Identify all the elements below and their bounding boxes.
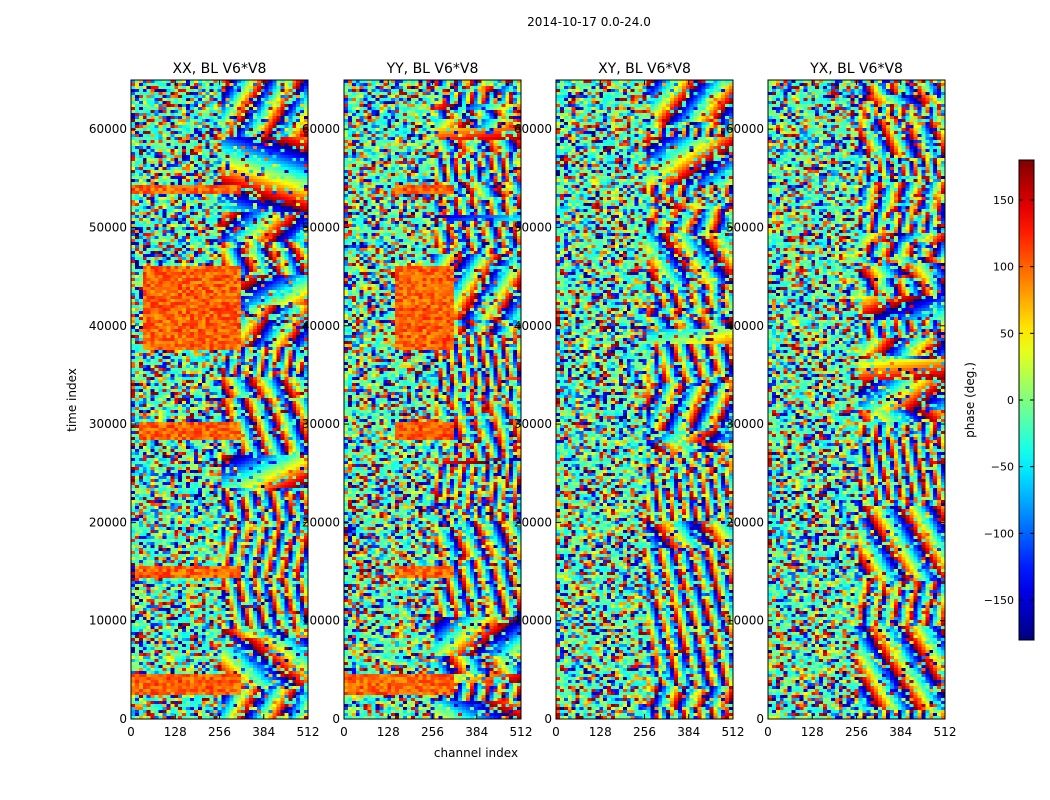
y-tick-label: 20000 (726, 515, 764, 529)
y-tick-label: 30000 (89, 417, 127, 431)
y-tick-label: 50000 (514, 220, 552, 234)
y-tick-label: 30000 (726, 417, 764, 431)
y-axis-label: time index (65, 368, 79, 432)
y-tick-label: 60000 (514, 122, 552, 136)
x-tick-label: 0 (552, 725, 560, 739)
x-tick-label: 512 (722, 725, 745, 739)
heatmap-image-xx (131, 80, 308, 719)
y-tick-label: 10000 (514, 614, 552, 628)
y-tick-label: 10000 (302, 614, 340, 628)
y-tick-label: 50000 (89, 220, 127, 234)
y-tick-label: 50000 (726, 220, 764, 234)
x-tick-label: 256 (208, 725, 231, 739)
y-tick-label: 0 (544, 712, 552, 726)
panel-title: YY, BL V6*V8 (386, 61, 479, 77)
y-tick-label: 40000 (514, 319, 552, 333)
panels: XX, BL V6*V8 0 128 256 384 512 0 10000 20000 3000… (89, 61, 957, 739)
y-tick-label: 30000 (302, 417, 340, 431)
y-tick-label: 60000 (89, 122, 127, 136)
panel-yx: YX, BL V6*V8 0 128 256 384 512 0 10000 20000 3000… (726, 61, 957, 739)
colorbar-tick-label: 100 (993, 261, 1014, 274)
panel-xx: XX, BL V6*V8 0 128 256 384 512 0 10000 20000 3000… (89, 61, 320, 739)
x-tick-label: 256 (845, 725, 868, 739)
heatmap-image-yy (344, 80, 521, 719)
x-tick-label: 384 (889, 725, 912, 739)
x-tick-label: 384 (465, 725, 488, 739)
y-tick-label: 60000 (726, 122, 764, 136)
heatmap-image-yx (768, 80, 945, 719)
x-tick-label: 0 (127, 725, 135, 739)
panel-xy: XY, BL V6*V8 0 128 256 384 512 0 10000 20000 3000… (514, 61, 745, 739)
x-tick-label: 128 (164, 725, 187, 739)
y-tick-label: 10000 (726, 614, 764, 628)
colorbar-tick-label: −150 (984, 594, 1014, 607)
heatmap-image-xy (556, 80, 733, 719)
y-tick-label: 40000 (302, 319, 340, 333)
colorbar-tick-label: 50 (1000, 327, 1014, 340)
y-tick-label: 20000 (89, 515, 127, 529)
x-tick-label: 128 (589, 725, 612, 739)
y-tick-label: 40000 (726, 319, 764, 333)
x-tick-label: 0 (764, 725, 772, 739)
x-tick-label: 128 (377, 725, 400, 739)
y-tick-label: 0 (332, 712, 340, 726)
colorbar: −150 −100 −50 0 50 100 150 phase (deg.) (963, 159, 1035, 641)
x-tick-label: 256 (633, 725, 656, 739)
colorbar-label: phase (deg.) (963, 362, 977, 438)
x-tick-label: 512 (934, 725, 957, 739)
x-tick-label: 0 (340, 725, 348, 739)
colorbar-tick-label: 150 (993, 194, 1014, 207)
panel-title: XX, BL V6*V8 (173, 61, 267, 77)
y-tick-label: 30000 (514, 417, 552, 431)
panel-title: XY, BL V6*V8 (598, 61, 691, 77)
y-tick-label: 20000 (302, 515, 340, 529)
colorbar-tick-label: −50 (991, 461, 1014, 474)
x-tick-label: 128 (801, 725, 824, 739)
colorbar-tick-label: 0 (1007, 394, 1014, 407)
colorbar-tick-label: −100 (984, 527, 1014, 540)
x-tick-label: 256 (421, 725, 444, 739)
panel-title: YX, BL V6*V8 (809, 61, 903, 77)
x-tick-label: 384 (252, 725, 275, 739)
panel-yy: YY, BL V6*V8 0 128 256 384 512 0 10000 20000 3000… (302, 61, 533, 739)
y-tick-label: 50000 (302, 220, 340, 234)
y-tick-label: 0 (756, 712, 764, 726)
y-tick-label: 60000 (302, 122, 340, 136)
y-tick-label: 40000 (89, 319, 127, 333)
figure-suptitle: 2014-10-17 0.0-24.0 (527, 15, 651, 29)
x-tick-label: 512 (297, 725, 320, 739)
x-tick-label: 384 (677, 725, 700, 739)
x-tick-label: 512 (510, 725, 533, 739)
y-tick-label: 20000 (514, 515, 552, 529)
x-axis-label: channel index (434, 746, 518, 760)
y-tick-label: 10000 (89, 614, 127, 628)
y-tick-label: 0 (119, 712, 127, 726)
